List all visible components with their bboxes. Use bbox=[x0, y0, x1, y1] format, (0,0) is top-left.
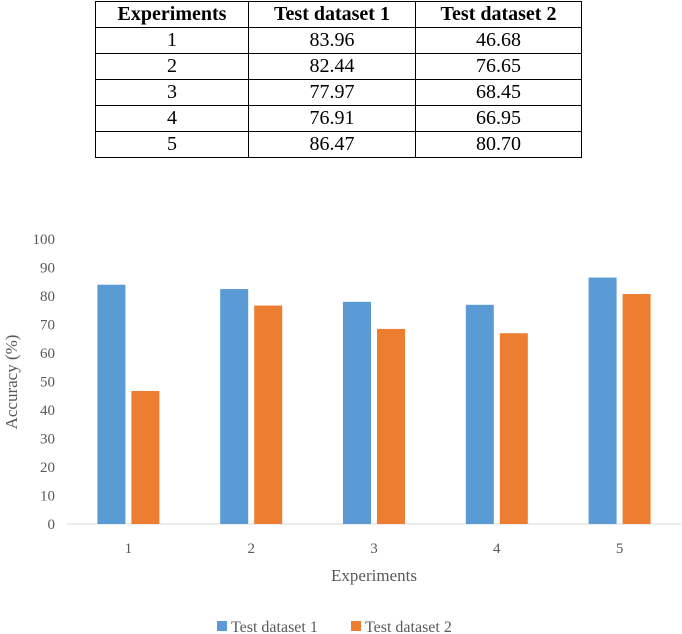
bar-series-2-experiment-3 bbox=[377, 328, 405, 524]
y-tick-label: 20 bbox=[40, 460, 55, 476]
bar-series-2-experiment-5 bbox=[622, 294, 651, 524]
y-tick-label: 30 bbox=[40, 432, 55, 448]
y-axis-ticks: 0 10 20 30 40 50 60 70 80 90 100 bbox=[33, 232, 56, 533]
legend-swatch-series-2 bbox=[351, 621, 361, 631]
table-row: 3 77.97 68.45 bbox=[95, 79, 582, 106]
table-cell: 80.70 bbox=[415, 131, 582, 158]
table-header-row: Experiments Test dataset 1 Test dataset … bbox=[95, 1, 582, 28]
table-cell: 76.65 bbox=[415, 53, 582, 80]
legend-swatch-series-1 bbox=[217, 621, 227, 631]
y-tick-label: 70 bbox=[40, 318, 55, 334]
y-tick-label: 60 bbox=[40, 346, 55, 362]
results-table: Experiments Test dataset 1 Test dataset … bbox=[95, 1, 582, 158]
y-tick-label: 80 bbox=[40, 289, 55, 305]
y-tick-label: 50 bbox=[40, 375, 55, 391]
bar-series-1-experiment-5 bbox=[588, 277, 617, 524]
table-cell: 5 bbox=[95, 131, 249, 158]
table-cell: 4 bbox=[95, 105, 249, 132]
header-experiments: Experiments bbox=[95, 1, 249, 28]
x-tick-label: 5 bbox=[616, 541, 624, 557]
table-cell: 82.44 bbox=[248, 53, 416, 80]
table-cell: 77.97 bbox=[248, 79, 416, 106]
bar-series-2-experiment-2 bbox=[254, 305, 283, 524]
table-cell: 1 bbox=[95, 27, 249, 54]
bar-series-1-experiment-4 bbox=[465, 304, 494, 524]
y-axis-title: Accuracy (%) bbox=[2, 335, 21, 430]
y-tick-label: 100 bbox=[33, 232, 56, 248]
x-tick-label: 2 bbox=[247, 541, 255, 557]
bar-series-2-experiment-1 bbox=[131, 390, 160, 524]
bar-series-1-experiment-1 bbox=[97, 284, 126, 524]
bars bbox=[97, 277, 651, 524]
bar-series-1-experiment-3 bbox=[343, 301, 371, 524]
table-cell: 2 bbox=[95, 53, 249, 80]
table-cell: 83.96 bbox=[248, 27, 416, 54]
y-tick-label: 10 bbox=[40, 489, 55, 505]
bar-series-2-experiment-4 bbox=[499, 333, 528, 524]
x-axis-ticks: 1 2 3 4 5 bbox=[125, 541, 624, 557]
y-tick-label: 0 bbox=[48, 517, 56, 533]
y-tick-label: 40 bbox=[40, 403, 55, 419]
table-cell: 66.95 bbox=[415, 105, 582, 132]
legend: Test dataset 1 Test dataset 2 bbox=[217, 619, 452, 634]
x-tick-label: 1 bbox=[125, 541, 133, 557]
x-tick-label: 4 bbox=[493, 541, 501, 557]
table-row: 4 76.91 66.95 bbox=[95, 105, 582, 132]
table-cell: 76.91 bbox=[248, 105, 416, 132]
header-test-dataset-1: Test dataset 1 bbox=[248, 1, 416, 28]
legend-label-series-2: Test dataset 2 bbox=[365, 619, 452, 634]
x-axis-title: Experiments bbox=[331, 566, 417, 585]
table-row: 2 82.44 76.65 bbox=[95, 53, 582, 80]
y-tick-label: 90 bbox=[40, 261, 55, 277]
table-cell: 68.45 bbox=[415, 79, 582, 106]
table-cell: 86.47 bbox=[248, 131, 416, 158]
bar-series-1-experiment-2 bbox=[220, 289, 249, 524]
legend-label-series-1: Test dataset 1 bbox=[231, 619, 318, 634]
table-row: 5 86.47 80.70 bbox=[95, 131, 582, 158]
x-tick-label: 3 bbox=[370, 541, 378, 557]
table-row: 1 83.96 46.68 bbox=[95, 27, 582, 54]
